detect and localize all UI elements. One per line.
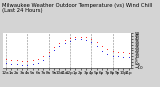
Text: Milwaukee Weather Outdoor Temperature (vs) Wind Chill (Last 24 Hours): Milwaukee Weather Outdoor Temperature (v… (2, 3, 152, 13)
